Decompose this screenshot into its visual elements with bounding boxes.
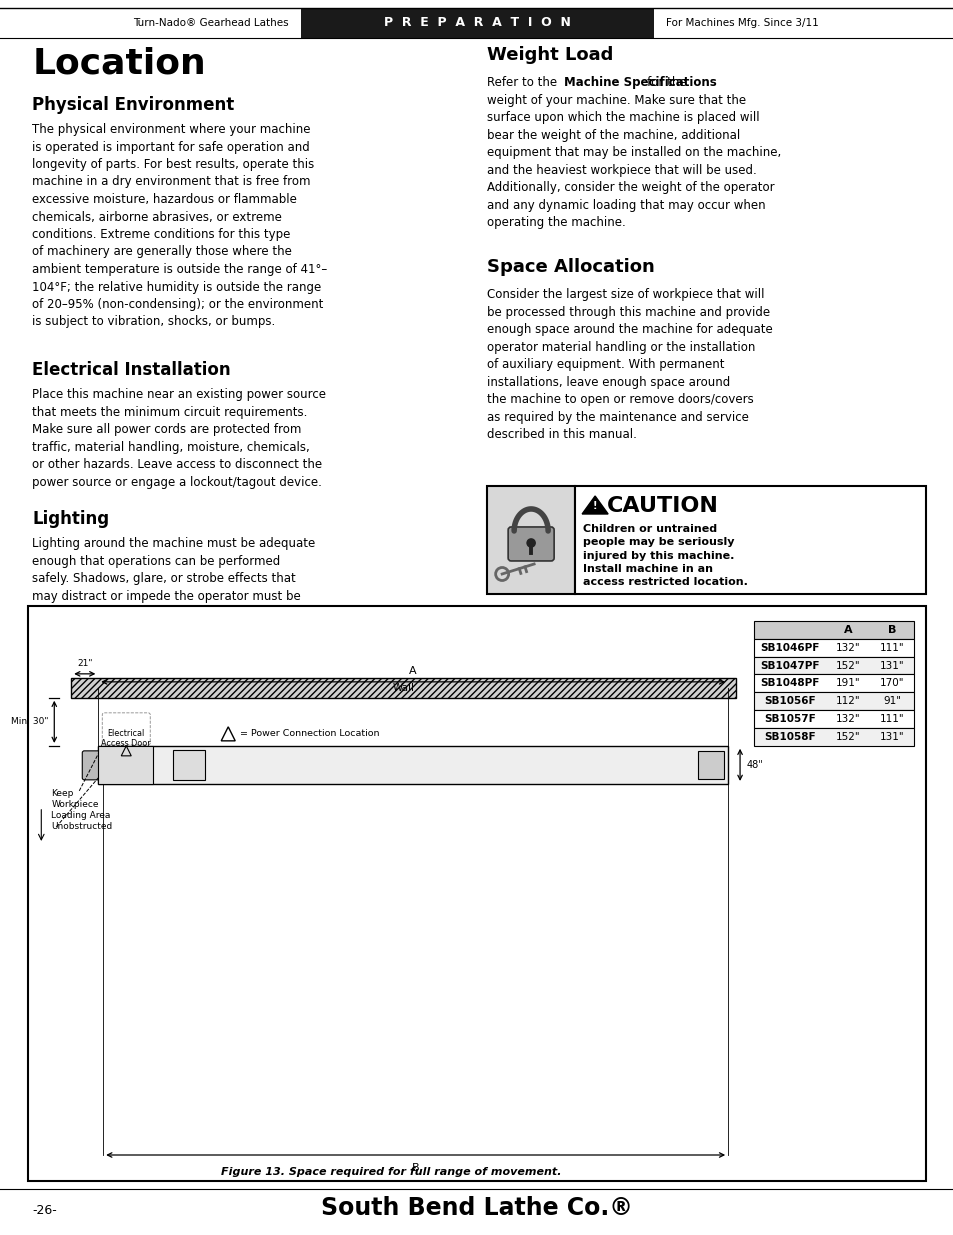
Text: 152": 152" [835,661,860,671]
Text: SB1048PF: SB1048PF [760,678,819,688]
Bar [300,7,653,38]
Text: 132": 132" [835,714,860,724]
Text: SB1056F: SB1056F [763,697,815,706]
Text: = Power Connection Location: = Power Connection Location [240,730,379,739]
Bar [753,638,913,657]
Text: Consider the largest size of workpiece that will
be processed through this machi: Consider the largest size of workpiece t… [487,288,772,441]
Text: 91": 91" [882,697,900,706]
Text: 170": 170" [879,678,903,688]
Text: A: A [842,625,851,635]
Circle shape [526,538,536,548]
Text: Refer to the                        for the
weight of your machine. Make sure th: Refer to the for the weight of your mach… [487,77,781,228]
Text: Keep
Workpiece
Loading Area
Unobstructed: Keep Workpiece Loading Area Unobstructed [51,789,112,831]
Text: CAUTION: CAUTION [606,496,719,516]
Bar [753,674,913,692]
Text: SB1058F: SB1058F [763,731,815,742]
Text: Weight Load: Weight Load [487,46,613,64]
Text: Children or untrained
people may be seriously
injured by this machine.
Install m: Children or untrained people may be seri… [582,524,747,588]
Text: Wall: Wall [393,683,415,693]
FancyBboxPatch shape [102,713,150,745]
Text: 111": 111" [879,642,903,653]
Text: Machine Specifications: Machine Specifications [564,77,717,89]
Text: Electrical Installation: Electrical Installation [32,361,231,379]
Bar [753,692,913,710]
Text: Lighting around the machine must be adequate
enough that operations can be perfo: Lighting around the machine must be adeq… [32,537,315,603]
Bar [29,606,925,1181]
Bar [698,751,723,779]
Text: !: ! [592,501,597,511]
Text: 131": 131" [879,731,903,742]
Text: Place this machine near an existing power source
that meets the minimum circuit : Place this machine near an existing powe… [32,388,326,489]
FancyBboxPatch shape [82,751,106,779]
Text: B: B [412,1163,419,1173]
Text: 191": 191" [835,678,860,688]
Text: SB1047PF: SB1047PF [760,661,819,671]
FancyBboxPatch shape [508,527,554,561]
Text: Min. 30": Min. 30" [10,718,49,726]
Bar [753,727,913,746]
Text: Turn-Nado® Gearhead Lathes: Turn-Nado® Gearhead Lathes [133,19,289,28]
Text: 21": 21" [77,658,92,668]
Text: Electrical
Access Door: Electrical Access Door [101,729,151,748]
Text: Figure 13. Space required for full range of movement.: Figure 13. Space required for full range… [221,1167,560,1177]
Text: SB1046PF: SB1046PF [760,642,819,653]
Text: 131": 131" [879,661,903,671]
Text: The physical environment where your machine
is operated is important for safe op: The physical environment where your mach… [32,124,327,329]
Text: 111": 111" [879,714,903,724]
Bar [753,657,913,674]
Text: SB1057F: SB1057F [763,714,815,724]
Text: -26-: -26- [32,1204,57,1216]
Text: 48": 48" [745,760,762,769]
Bar [98,746,727,784]
Text: Physical Environment: Physical Environment [32,96,234,114]
Bar [753,621,913,638]
Text: 112": 112" [835,697,860,706]
Bar [753,710,913,727]
Text: For Machines Mfg. Since 3/11: For Machines Mfg. Since 3/11 [665,19,818,28]
Text: South Bend Lathe Co.®: South Bend Lathe Co.® [321,1195,633,1220]
Bar [487,487,575,594]
Polygon shape [581,496,607,514]
Text: A: A [409,666,416,676]
Text: Lighting: Lighting [32,510,110,529]
Text: 132": 132" [835,642,860,653]
Text: P  R  E  P  A  R  A  T  I  O  N: P R E P A R A T I O N [383,16,570,30]
Text: Location: Location [32,46,206,80]
Text: Space Allocation: Space Allocation [487,258,654,275]
Bar [173,750,205,779]
Bar [575,487,925,594]
Text: B: B [887,625,895,635]
Text: 152": 152" [835,731,860,742]
Bar [98,746,153,784]
Bar [71,678,736,698]
